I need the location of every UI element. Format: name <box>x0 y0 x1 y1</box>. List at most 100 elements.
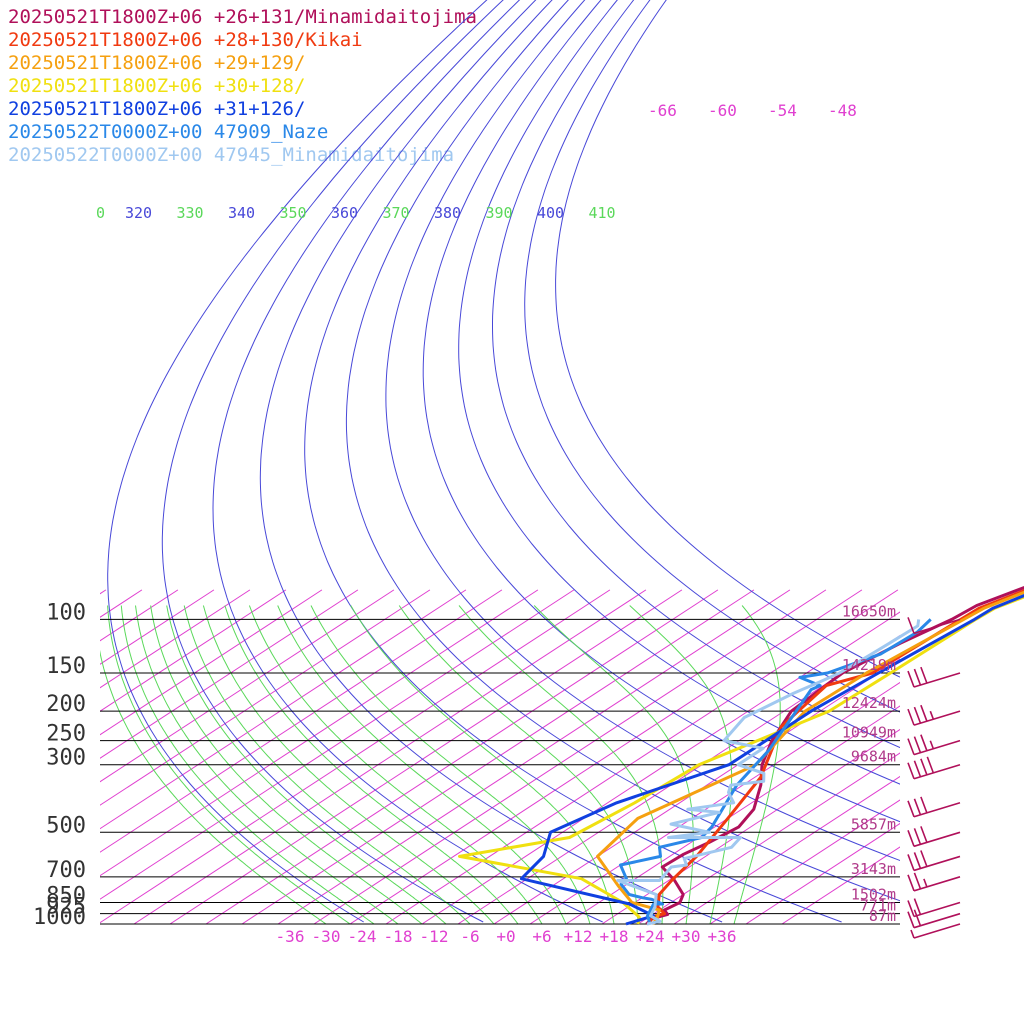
wind-barb-full <box>913 909 922 927</box>
wind-barb-700 <box>907 872 961 892</box>
wind-barb-staff <box>913 876 961 892</box>
pressure-label-300: 300 <box>46 746 86 771</box>
dry-adiabat-line <box>259 0 723 923</box>
pressure-label-150: 150 <box>46 654 86 679</box>
isobar-grid <box>100 618 900 925</box>
height-label-300: 9684m <box>851 748 896 766</box>
wind-barb-300 <box>907 756 961 780</box>
wind-barb-staff <box>913 739 961 756</box>
pressure-label-250: 250 <box>46 722 86 747</box>
wind-barb-full <box>907 874 915 892</box>
height-label-100: 16650m <box>842 602 896 620</box>
isotherm-line <box>277 589 791 924</box>
height-label-925: 771m <box>860 897 896 915</box>
axis-labels: 100 16650m 150 14219m 200 12424m 250 10949m 300 9… <box>33 101 896 946</box>
height-label-700: 3143m <box>851 860 896 878</box>
wind-barb-925 <box>907 909 961 929</box>
height-label-1000: 87m <box>869 907 896 925</box>
wind-barb-full <box>920 796 928 814</box>
theta-label: 400 <box>537 204 564 222</box>
wind-barb-200 <box>907 704 961 726</box>
wind-barb-full <box>913 760 922 778</box>
isotherm-line <box>100 589 611 924</box>
theta-label: 340 <box>228 204 255 222</box>
pressure-label-700: 700 <box>46 858 86 883</box>
wind-barb-staff <box>913 831 961 848</box>
dry-adiabat-line <box>107 0 488 923</box>
wind-barb-half <box>929 740 935 750</box>
isotherm-line <box>100 589 431 806</box>
wind-barb-half <box>923 878 928 888</box>
wind-barb-staff <box>913 923 961 939</box>
isotherm-line <box>100 589 323 736</box>
wind-barb-850 <box>907 898 961 918</box>
height-label-850: 1502m <box>851 886 896 904</box>
wind-barb-full <box>913 898 922 915</box>
temp-tick-label: +24 <box>636 927 665 946</box>
theta-label: 320 <box>125 204 152 222</box>
isotherm-line <box>100 589 215 665</box>
wind-barb-staff <box>913 618 961 635</box>
isotherm-line <box>100 589 467 830</box>
theta-label: 390 <box>486 204 513 222</box>
pressure-label-925: 925 <box>46 895 86 920</box>
wind-barb-half <box>910 929 915 939</box>
legend-entry-1: 20250521T1800Z+06 +28+130/Kikai <box>8 29 363 51</box>
wind-barb-staff <box>913 802 961 818</box>
isotherm-line <box>385 589 899 924</box>
wind-barb-full <box>907 708 915 726</box>
height-label-250: 10949m <box>842 724 896 742</box>
isotherm-line <box>709 799 900 924</box>
temp-tick-label: +36 <box>708 927 737 946</box>
top-isotherm-label: -60 <box>708 101 737 120</box>
isotherm-line <box>100 589 539 877</box>
pressure-label-850: 850 <box>46 884 86 909</box>
wind-barb-staff <box>913 710 961 726</box>
theta-label: 370 <box>383 204 410 222</box>
theta-label: 410 <box>589 204 616 222</box>
temp-tick-label: +6 <box>532 927 551 946</box>
pressure-label-1000: 1000 <box>33 905 86 930</box>
wind-barb-100 <box>907 617 961 635</box>
wind-barb-full <box>907 854 915 871</box>
sounding-line-0 <box>645 585 1024 926</box>
isotherm-line <box>100 589 179 642</box>
wind-barb-250 <box>907 734 961 756</box>
wind-barb-full <box>913 798 922 816</box>
temp-tick-label: -36 <box>276 927 305 946</box>
isotherm-line <box>673 775 900 924</box>
wind-barb-staff <box>913 901 961 918</box>
isotherm-line <box>133 589 647 924</box>
legend-entry-0: 20250521T1800Z+06 +26+131/Minamidaitojim… <box>8 6 477 28</box>
height-label-200: 12424m <box>842 694 896 712</box>
wind-barbs <box>907 617 961 939</box>
sounding-series <box>458 585 1024 926</box>
temp-tick-label: +18 <box>600 927 629 946</box>
sounding-line-5 <box>619 618 932 925</box>
wind-barb-full <box>920 850 928 867</box>
wind-barb-full <box>907 670 915 688</box>
wind-barb-full <box>913 828 922 845</box>
wind-barb-staff <box>913 855 961 872</box>
wind-barb-full <box>907 830 915 847</box>
temp-tick-label: +30 <box>672 927 701 946</box>
wind-barb-400 <box>907 796 961 818</box>
wind-barb-full <box>907 762 915 780</box>
isotherm-line <box>601 728 900 924</box>
legend-entry-3: 20250521T1800Z+06 +30+128/ <box>8 75 306 97</box>
theta-label: 360 <box>331 204 358 222</box>
isotherm-line <box>0 590 34 924</box>
wind-barb-full <box>907 800 915 818</box>
temp-tick-label: -12 <box>420 927 449 946</box>
wind-barb-600 <box>907 850 961 872</box>
legend: 20250521T1800Z+06 +26+131/Minamidaitojim… <box>8 6 477 167</box>
sounding-line-4 <box>519 594 1024 926</box>
temp-tick-label: -30 <box>312 927 341 946</box>
wind-barb-full <box>913 736 922 753</box>
temp-tick-label: -18 <box>384 927 413 946</box>
isotherm-line <box>169 589 683 924</box>
isotherm-line <box>100 589 287 712</box>
theta-label: 0 <box>96 204 105 222</box>
legend-entry-5: 20250522T0000Z+00 47909_Naze <box>8 121 329 143</box>
